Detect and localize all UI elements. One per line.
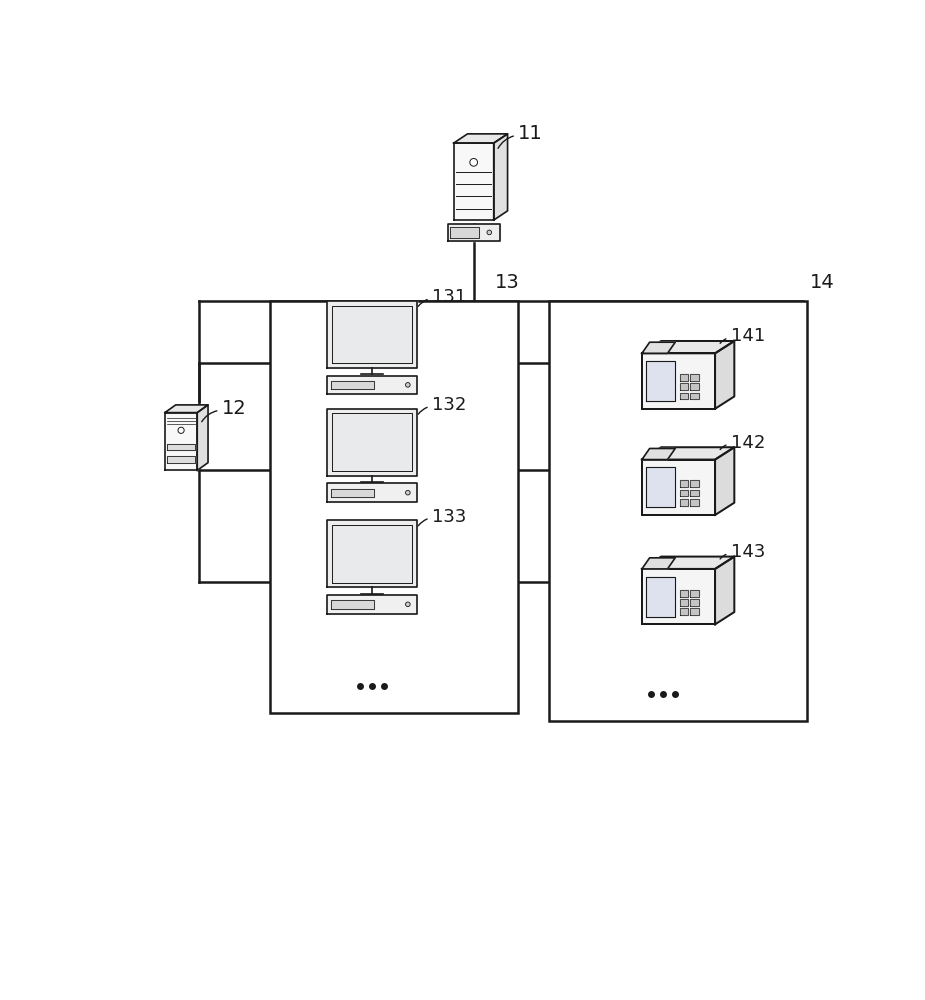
Polygon shape [332,413,413,471]
Polygon shape [646,577,675,617]
Polygon shape [332,525,413,583]
Circle shape [178,427,184,433]
Polygon shape [715,447,734,515]
Polygon shape [327,520,417,587]
Text: 14: 14 [809,273,834,292]
Text: 143: 143 [731,543,765,561]
Polygon shape [332,306,413,363]
Text: 13: 13 [495,273,520,292]
Text: 141: 141 [731,327,765,345]
Polygon shape [690,383,699,390]
Polygon shape [690,393,699,399]
Polygon shape [642,353,715,409]
Polygon shape [453,143,494,220]
Polygon shape [690,480,699,487]
Circle shape [470,158,477,166]
Polygon shape [680,499,688,506]
Polygon shape [690,374,699,381]
Polygon shape [680,374,688,381]
Polygon shape [642,460,715,515]
Polygon shape [680,383,688,390]
Polygon shape [690,499,699,506]
Polygon shape [642,557,734,569]
Polygon shape [331,489,374,497]
Bar [270,301,518,713]
Text: 132: 132 [432,396,466,414]
Polygon shape [690,590,699,597]
Text: 131: 131 [432,288,466,306]
Polygon shape [680,393,688,399]
Bar [549,301,808,721]
Polygon shape [327,483,417,502]
Polygon shape [715,557,734,624]
Circle shape [405,602,410,607]
Polygon shape [680,480,688,487]
Polygon shape [715,341,734,409]
Polygon shape [450,227,479,238]
Polygon shape [327,376,417,394]
Text: 142: 142 [731,434,765,452]
Polygon shape [690,608,699,615]
Polygon shape [680,599,688,606]
Polygon shape [680,590,688,597]
Polygon shape [690,490,699,496]
Text: 12: 12 [222,399,247,418]
Polygon shape [167,456,195,463]
Polygon shape [680,608,688,615]
Polygon shape [197,405,208,470]
Polygon shape [167,444,195,450]
Polygon shape [642,448,675,460]
Polygon shape [642,569,715,624]
Polygon shape [327,595,417,614]
Circle shape [487,230,491,235]
Polygon shape [327,301,417,368]
Text: 11: 11 [518,124,543,143]
Polygon shape [448,224,500,241]
Circle shape [405,490,410,495]
Circle shape [405,383,410,387]
Polygon shape [331,600,374,609]
Polygon shape [642,342,675,353]
Polygon shape [331,381,374,389]
Polygon shape [680,490,688,496]
Polygon shape [646,467,675,507]
Polygon shape [453,134,508,143]
Polygon shape [494,134,508,220]
Polygon shape [165,405,208,413]
Polygon shape [327,409,417,476]
Polygon shape [646,361,675,401]
Text: 133: 133 [432,508,466,526]
Polygon shape [165,413,197,470]
Polygon shape [690,599,699,606]
Polygon shape [642,341,734,353]
Polygon shape [642,558,675,569]
Polygon shape [642,447,734,460]
